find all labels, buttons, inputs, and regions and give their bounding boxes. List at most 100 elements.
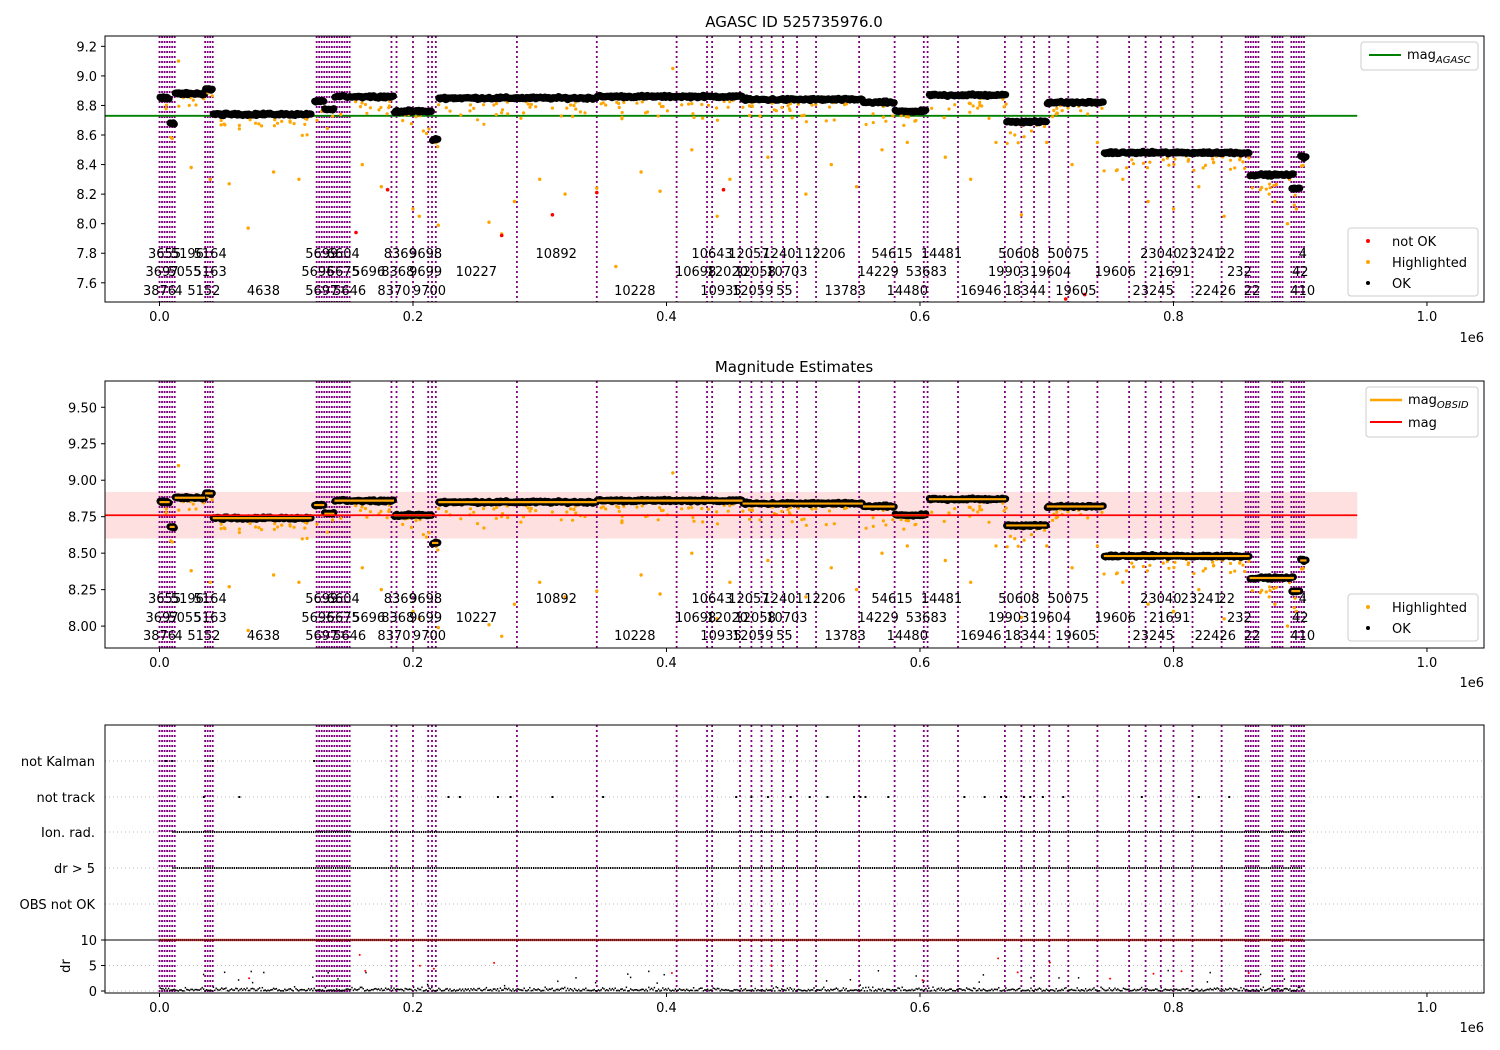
- obsid-label: 12059: [732, 629, 773, 644]
- dr-high-point: [358, 953, 361, 956]
- dr5-point: [396, 867, 398, 869]
- dr5-point: [737, 867, 739, 869]
- ionrad-point: [1186, 831, 1188, 833]
- ionrad-point: [786, 831, 788, 833]
- ionrad-point: [310, 831, 313, 833]
- dr5-point: [720, 867, 722, 869]
- highlighted-point: [786, 508, 790, 512]
- dr5-point: [801, 867, 803, 869]
- highlighted-point: [617, 509, 621, 513]
- ionrad-point: [1036, 831, 1039, 833]
- dr5-point: [838, 867, 841, 869]
- dr5-point: [1204, 867, 1206, 869]
- dr5-point: [1274, 867, 1276, 869]
- dr5-point: [805, 867, 808, 869]
- highlighted-point: [620, 110, 624, 115]
- ok-point: [1099, 98, 1107, 106]
- ionrad-point: [390, 831, 392, 833]
- dr5-point: [596, 867, 599, 869]
- ionrad-point: [832, 831, 834, 833]
- dr5-point: [352, 867, 354, 869]
- ionrad-point: [269, 831, 271, 833]
- axes-frame: [104, 35, 1485, 303]
- dr-point: [352, 989, 355, 992]
- dr5-point: [790, 867, 792, 869]
- highlighted-point: [176, 59, 181, 63]
- dr-point: [384, 987, 387, 989]
- dr5-point: [667, 867, 669, 869]
- highlighted-point: [691, 112, 695, 116]
- dr-point: [256, 989, 258, 992]
- dr5-point: [902, 867, 904, 869]
- ionrad-point: [979, 831, 981, 833]
- highlighted-point: [529, 102, 534, 107]
- dr5-point: [1215, 867, 1217, 869]
- highlighted-point: [339, 516, 343, 520]
- dr5-point: [874, 867, 876, 869]
- ionrad-point: [181, 831, 183, 833]
- dr-point: [263, 971, 265, 974]
- dr-point: [334, 990, 336, 992]
- highlighted-point: [1228, 167, 1233, 171]
- nottrack-point: [789, 796, 792, 798]
- ok-point: [1002, 91, 1010, 99]
- ionrad-point: [354, 831, 357, 833]
- dr5-point: [1237, 867, 1239, 869]
- ionrad-point: [220, 831, 222, 833]
- dr-point: [251, 987, 254, 990]
- obsid-label: 23241: [1181, 247, 1222, 262]
- dr5-point: [649, 867, 651, 869]
- dr5-point: [530, 867, 533, 869]
- highlighted-point: [827, 105, 832, 109]
- highlighted-point: [902, 123, 906, 127]
- y-tick-label: 8.0: [76, 218, 97, 233]
- ionrad-point: [539, 831, 541, 833]
- dr5-point: [612, 867, 614, 869]
- dr-point: [419, 988, 422, 991]
- dr5-point: [299, 867, 302, 869]
- ionrad-point: [1289, 831, 1292, 833]
- highlighted-point: [248, 521, 252, 526]
- highlighted-point: [726, 509, 730, 513]
- highlighted-point: [758, 114, 762, 118]
- dr5-point: [225, 867, 227, 869]
- highlighted-point: [436, 625, 440, 630]
- obsid-label: 42: [1292, 611, 1309, 626]
- dr5-point: [1281, 867, 1283, 869]
- ionrad-point: [704, 831, 706, 833]
- highlighted-point: [427, 531, 431, 535]
- ionrad-point: [482, 831, 484, 833]
- highlighted-point: [687, 506, 691, 510]
- dr-point: [414, 989, 416, 991]
- highlighted-point: [747, 508, 752, 512]
- dr5-point: [662, 867, 665, 869]
- dr5-point: [546, 867, 548, 869]
- dr5-point: [535, 867, 537, 869]
- ionrad-point: [860, 831, 863, 833]
- ionrad-point: [1234, 831, 1237, 833]
- ionrad-point: [1043, 831, 1045, 833]
- highlighted-point: [1268, 182, 1272, 186]
- dr5-point: [1164, 867, 1166, 869]
- highlighted-point: [691, 515, 695, 520]
- dr-point: [365, 971, 367, 974]
- ok-point: [1302, 153, 1310, 161]
- nottrack-point: [496, 796, 499, 798]
- ionrad-point: [1175, 831, 1177, 833]
- obsid-label: 19604: [1030, 611, 1071, 626]
- highlighted-point: [1161, 561, 1165, 565]
- ionrad-point: [295, 831, 297, 833]
- obsid-label: 12057: [728, 247, 769, 262]
- ionrad-point: [656, 831, 658, 833]
- ionrad-point: [537, 831, 539, 833]
- dr-point: [366, 988, 369, 991]
- dr5-point: [867, 867, 869, 869]
- dr5-point: [1223, 867, 1226, 869]
- dr5-point: [1003, 867, 1006, 869]
- x-tick-label: 0.4: [656, 310, 677, 325]
- highlighted-point: [331, 114, 335, 118]
- highlighted-point: [787, 107, 792, 111]
- ionrad-point: [605, 831, 607, 833]
- dr5-point: [581, 867, 583, 869]
